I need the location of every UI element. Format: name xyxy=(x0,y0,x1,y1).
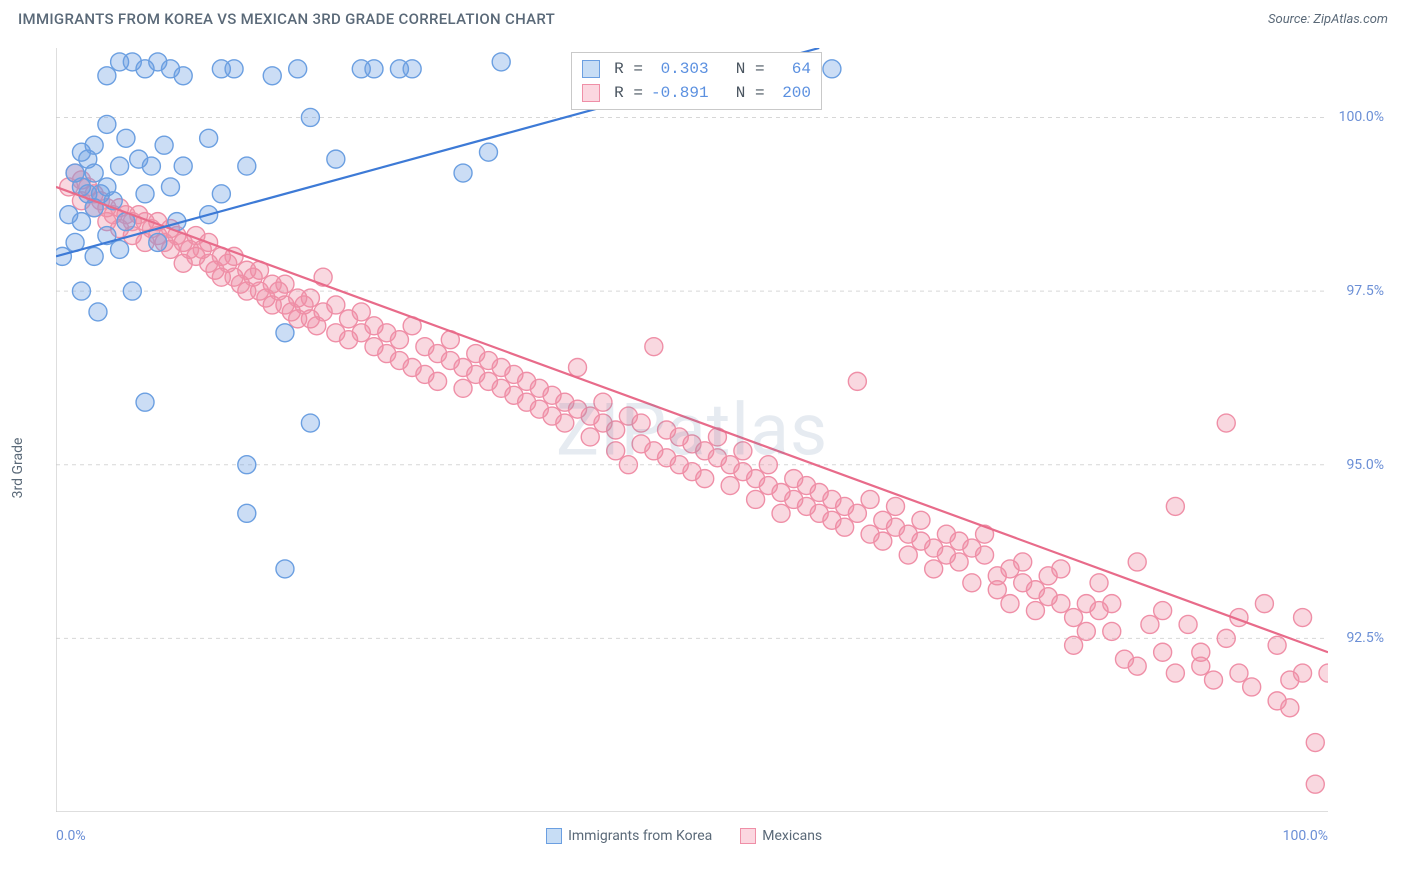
scatter-svg xyxy=(56,48,1328,812)
y-tick-label: 95.0% xyxy=(1342,457,1384,473)
legend-label-mexicans: Mexicans xyxy=(762,828,822,844)
y-tick-label: 92.5% xyxy=(1342,630,1384,646)
chart-area: 3rd Grade ZIPatlas R = 0.303 N = 64R =-0… xyxy=(18,48,1388,872)
legend-item-korea: Immigrants from Korea xyxy=(546,828,712,844)
plot-region: ZIPatlas R = 0.303 N = 64R =-0.891 N = 2… xyxy=(56,48,1328,812)
source-credit: Source: ZipAtlas.com xyxy=(1268,12,1388,27)
legend-item-mexicans: Mexicans xyxy=(740,828,822,844)
x-max-label: 100.0% xyxy=(1283,828,1328,844)
chart-title: IMMIGRANTS FROM KOREA VS MEXICAN 3RD GRA… xyxy=(18,10,555,28)
swatch-korea xyxy=(546,828,562,844)
x-min-label: 0.0% xyxy=(56,828,86,844)
swatch-mexicans xyxy=(740,828,756,844)
y-tick-label: 100.0% xyxy=(1335,109,1384,125)
legend-label-korea: Immigrants from Korea xyxy=(568,828,712,844)
y-tick-label: 97.5% xyxy=(1342,283,1384,299)
x-axis-legend: 0.0% Immigrants from Korea Mexicans 100.… xyxy=(56,828,1328,844)
y-axis-label: 3rd Grade xyxy=(10,438,26,499)
correlation-legend-box: R = 0.303 N = 64R =-0.891 N = 200 xyxy=(571,52,822,110)
